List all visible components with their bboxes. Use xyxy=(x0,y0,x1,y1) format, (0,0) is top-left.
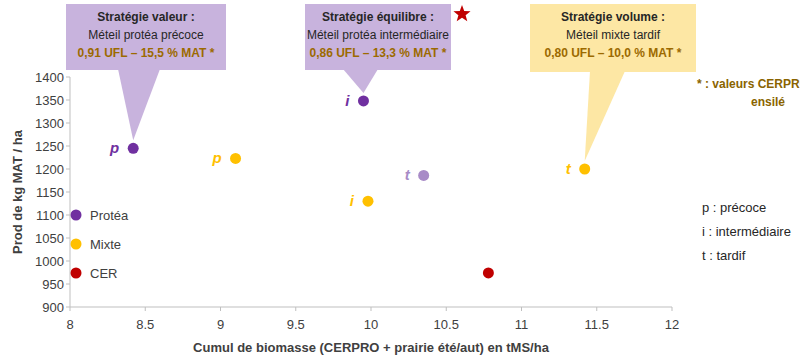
point-label: t xyxy=(566,160,572,177)
y-tick-label: 1050 xyxy=(35,231,64,246)
point-labels: p i t p i t xyxy=(109,92,572,209)
x-tick xyxy=(596,307,597,311)
callout-title: Stratégie volume : xyxy=(561,10,665,24)
x-tick-label: 10.5 xyxy=(434,317,459,332)
key-text: p : précoce xyxy=(702,200,766,215)
point-label: p xyxy=(211,149,221,166)
point xyxy=(362,196,373,207)
callout-text: Méteil mixte tardif xyxy=(566,28,661,42)
callout-values: 0,80 UFL – 10,0 % MAT * xyxy=(545,46,682,60)
x-tick-label: 11.5 xyxy=(585,317,609,332)
point xyxy=(358,95,369,106)
point xyxy=(128,143,139,154)
x-tick-label: 8.5 xyxy=(136,317,154,332)
x-axis-title: Cumul de biomasse (CERPRO + prairie été/… xyxy=(193,340,550,355)
x-tick xyxy=(70,307,71,311)
y-tick xyxy=(66,123,70,124)
point-label: i xyxy=(345,92,350,109)
callout-box xyxy=(530,4,696,72)
point-label: i xyxy=(350,192,355,209)
legend-label: CER xyxy=(90,266,117,281)
star xyxy=(453,5,470,21)
y-tick-label: 1200 xyxy=(35,162,64,177)
key-text: i : intermédiaire xyxy=(702,224,791,239)
y-tick xyxy=(66,238,70,239)
x-tick-label: 9.5 xyxy=(287,317,305,332)
callout-title: Stratégie valeur : xyxy=(97,10,194,24)
x-tick xyxy=(220,307,221,311)
callout-title: Stratégie équilibre : xyxy=(322,10,434,24)
x-tick-label: 11 xyxy=(515,317,529,332)
legend-label: Mixte xyxy=(90,237,121,252)
y-tick-label: 1400 xyxy=(35,70,64,85)
x-tick xyxy=(446,307,447,311)
footnote: ensilé xyxy=(751,95,785,109)
y-tick xyxy=(66,146,70,147)
callout-pointer xyxy=(118,69,160,140)
y-tick-label: 1150 xyxy=(36,185,64,200)
legend-marker xyxy=(71,239,82,250)
x-tick-label: 9 xyxy=(217,317,224,332)
y-tick-label: 1350 xyxy=(35,93,64,108)
callout-values: 0,91 UFL – 15,5 % MAT * xyxy=(78,46,215,60)
chart: 900 950 1000 1050 1100 1150 1200 1250 1300 1350 14… xyxy=(0,0,800,360)
legend-marker xyxy=(71,210,82,221)
callout-text: Méteil protéa précoce xyxy=(88,28,204,42)
x-tick xyxy=(295,307,296,311)
y-tick-label: 900 xyxy=(42,300,64,315)
y-tick xyxy=(66,261,70,262)
callout-box xyxy=(305,4,451,70)
callout: Stratégie valeur : Méteil protéa précoce 0… xyxy=(66,4,226,140)
legend-marker xyxy=(71,268,82,279)
y-tick-label: 1000 xyxy=(35,254,64,269)
x-tick-label: 12 xyxy=(665,317,679,332)
y-tick-label: 1250 xyxy=(35,139,64,154)
y-axis-title: Prod de kg MAT / ha xyxy=(10,129,25,254)
point xyxy=(579,164,590,175)
legend-label: Protéa xyxy=(90,208,129,223)
legend: Protéa Mixte CER xyxy=(71,208,130,281)
point-label: p xyxy=(109,139,119,156)
footnote: * : valeurs CERPRO xyxy=(697,77,800,91)
y-tick xyxy=(66,169,70,170)
point xyxy=(230,153,241,164)
x-tick-label: 8 xyxy=(66,317,73,332)
y-tick xyxy=(66,284,70,285)
x-tick xyxy=(371,307,372,311)
callout-pointer xyxy=(343,69,378,93)
y-tick xyxy=(66,307,70,308)
callout: Stratégie équilibre : Méteil protéa inter… xyxy=(305,4,451,93)
callout: Stratégie volume : Méteil mixte tardif 0,8… xyxy=(530,4,696,161)
y-tick xyxy=(66,215,70,216)
point-label: t xyxy=(405,166,411,183)
x-tick xyxy=(521,307,522,311)
key-text: t : tardif xyxy=(702,248,746,263)
y-tick-label: 1300 xyxy=(35,116,64,131)
x-tick xyxy=(672,307,673,311)
callout-text: Méteil protéa intermédiaire xyxy=(307,28,449,42)
points xyxy=(128,95,591,278)
y-tick-label: 1100 xyxy=(36,208,64,223)
x-tick-label: 10 xyxy=(364,317,378,332)
y-tick xyxy=(66,100,70,101)
point xyxy=(418,170,429,181)
callout-values: 0,86 UFL – 13,3 % MAT * xyxy=(310,46,447,60)
y-tick xyxy=(66,192,70,193)
x-tick xyxy=(145,307,146,311)
callout-pointer xyxy=(585,71,625,161)
y-tick xyxy=(66,77,70,78)
y-tick-label: 950 xyxy=(42,277,64,292)
point xyxy=(483,267,494,278)
callout-box xyxy=(66,4,226,70)
